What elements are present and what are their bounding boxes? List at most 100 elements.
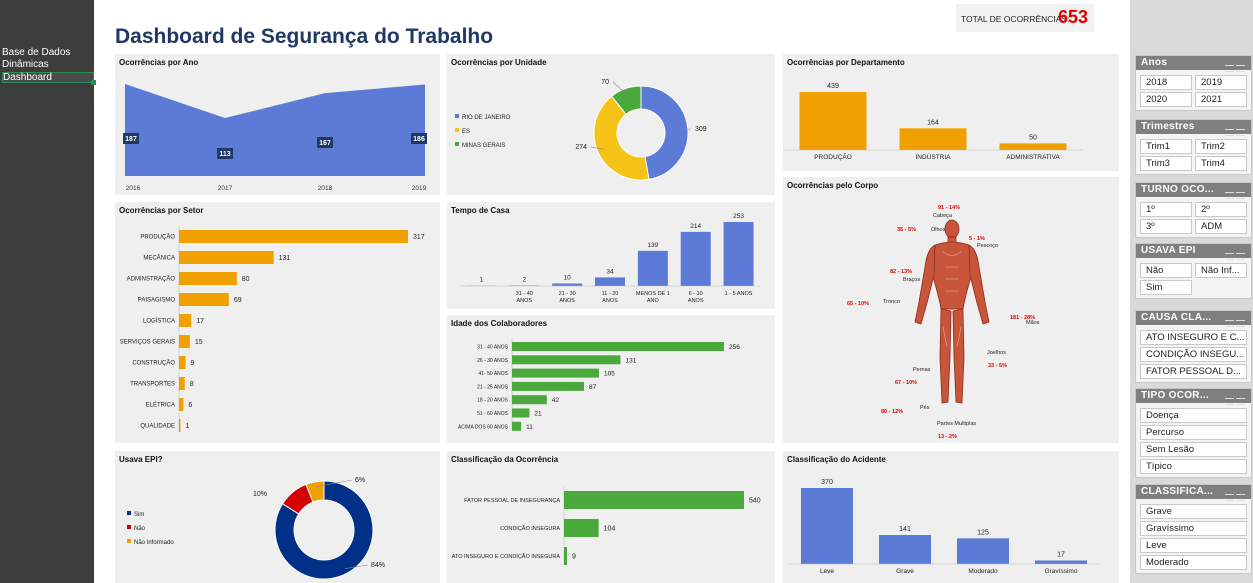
slicer-button[interactable]: Não [1140,263,1192,278]
body-part-name: Pés [920,405,930,411]
data-label: 6% [355,477,365,484]
legend-swatch [455,142,459,146]
data-label: 253 [733,213,744,220]
data-label: 105 [604,371,615,378]
slicer-button[interactable]: Não Inf... [1195,263,1247,278]
slicer-button[interactable]: Percurso [1140,425,1247,440]
horizontal-bar-chart: 317PRODUÇÃO131MECÂNICA80ADMINSTRAÇÃO69PA… [120,226,425,432]
x-tick-label: ADMINISTRATIVA [1006,154,1060,161]
y-tick-label: CONDIÇÃO INSEGURA [500,525,560,532]
slicer-button[interactable]: ADM [1195,219,1247,234]
slicer-title: Trimestres [1141,121,1195,132]
panel-tempo-de-casa: Tempo de Casa 1 2 31 - 40 ANOS 10 21 - 30 ANOS… [447,202,775,309]
multi-select-icon[interactable] [1225,65,1234,72]
body-part-name: Pernas [913,367,931,373]
slicer-button[interactable]: Trim3 [1140,156,1192,171]
slicer-multiselect-clear-icons[interactable] [1223,314,1247,327]
chart-title: Ocorrências por Unidade [451,58,547,67]
bar [179,230,408,243]
data-label: 15 [195,339,203,346]
slicer-button[interactable]: Gravíssimo [1140,521,1247,536]
bar [512,355,621,365]
slicer-button[interactable]: Sim [1140,280,1192,295]
panel-classificacao-da-ocorrencia: Classificação da Ocorrência 540 FATOR PES… [447,451,775,583]
multi-select-icon[interactable] [1225,320,1234,327]
slicer-multiselect-clear-icons[interactable] [1223,123,1247,136]
horizontal-bar-chart: 540 FATOR PESSOAL DE INSEGURANÇA 104 CONDIÇ… [452,487,761,565]
data-label: 186 [413,136,425,143]
slicer-header: Trimestres [1136,120,1251,136]
slicer-button[interactable]: Moderado [1140,555,1247,570]
y-tick-label: SERVIÇOS GERAIS [120,340,175,346]
human-body-figure [914,219,990,404]
clear-filter-icon[interactable] [1236,398,1245,405]
slicer-button[interactable]: Trim4 [1195,156,1247,171]
chart-title: Classificação da Ocorrência [451,455,559,464]
slicer-button[interactable]: FATOR PESSOAL D... [1140,364,1247,379]
multi-select-icon[interactable] [1225,253,1234,260]
slicer-button[interactable]: Doença [1140,408,1247,423]
slicer-button[interactable]: 2019 [1195,75,1247,90]
y-tick-label: ACIMA DOS 60 ANOS [458,424,509,430]
horizontal-bar-chart: 256 31 - 40 ANOS 131 26 - 30 ANOS 105 41- 50 … [458,338,740,431]
data-label-bg [411,133,427,144]
slicer-button[interactable]: Trim1 [1140,139,1192,154]
nav-base-de-dados[interactable]: Base de Dados [2,47,71,58]
multi-select-icon[interactable] [1225,129,1234,136]
chart-title: Tempo de Casa [451,206,510,215]
clear-filter-icon[interactable] [1236,65,1245,72]
data-label: 34 [606,268,614,275]
data-label: 17 [1057,552,1065,559]
slicer-button[interactable]: 2018 [1140,75,1192,90]
x-tick-label: PRODUÇÃO [814,152,852,161]
slicer-button[interactable]: 3º [1140,219,1192,234]
data-label: 540 [749,498,761,505]
bar [1035,560,1087,564]
slicer-button[interactable]: Leve [1140,538,1247,553]
data-label: 274 [575,144,587,151]
slicer-button[interactable]: Trim2 [1195,139,1247,154]
y-tick-label: ADMINSTRAÇÃO [127,276,176,283]
slicer-button[interactable]: 2º [1195,202,1247,217]
slicer-button[interactable]: Sem Lesão [1140,442,1247,457]
y-tick-label: MECÂNICA [143,255,175,262]
data-label: 167 [319,140,331,147]
slicer-button[interactable]: ATO INSEGURO E C... [1140,330,1247,345]
slicer-button[interactable]: Típico [1140,459,1247,474]
slicer-multiselect-clear-icons[interactable] [1223,392,1247,405]
multi-select-icon[interactable] [1225,398,1234,405]
slicer-multiselect-clear-icons[interactable] [1223,488,1247,501]
slicer-button[interactable]: Grave [1140,504,1247,519]
legend-label: ES [462,129,470,135]
body-part-name: Braços [903,277,921,283]
slicer-button[interactable]: 1º [1140,202,1192,217]
clear-filter-icon[interactable] [1236,253,1245,260]
bar [879,535,931,564]
clear-filter-icon[interactable] [1236,192,1245,199]
body-part-name: Joelhos [987,350,1006,356]
y-tick-label: ATO INSEGURO E CONDIÇÃO INSEGURA [452,553,561,560]
slicer-multiselect-clear-icons[interactable] [1223,59,1247,72]
data-label: 80 [242,276,250,283]
clear-filter-icon[interactable] [1236,320,1245,327]
slicer-multiselect-clear-icons[interactable] [1223,247,1247,260]
legend-swatch [455,114,459,118]
clear-filter-icon[interactable] [1236,494,1245,501]
y-tick-label: 26 - 30 ANOS [477,358,509,364]
bar [179,314,192,327]
multi-select-icon[interactable] [1225,192,1234,199]
nav-dashboard[interactable]: Dashboard [2,72,96,85]
area-series [125,83,425,176]
slicer-title: USAVA EPI [1141,245,1196,256]
clear-filter-icon[interactable] [1236,129,1245,136]
bar [564,491,744,509]
slicer-button[interactable]: 2020 [1140,92,1192,107]
slicer-button[interactable]: 2021 [1195,92,1247,107]
bar [801,488,853,564]
nav-dinamicas[interactable]: Dinâmicas [2,59,49,70]
data-label: 10 [564,274,572,281]
slicer-multiselect-clear-icons[interactable] [1223,186,1247,199]
legend-label: MINAS GERAIS [462,143,505,149]
slicer-button[interactable]: CONDIÇÃO INSEGU... [1140,347,1247,362]
multi-select-icon[interactable] [1225,494,1234,501]
